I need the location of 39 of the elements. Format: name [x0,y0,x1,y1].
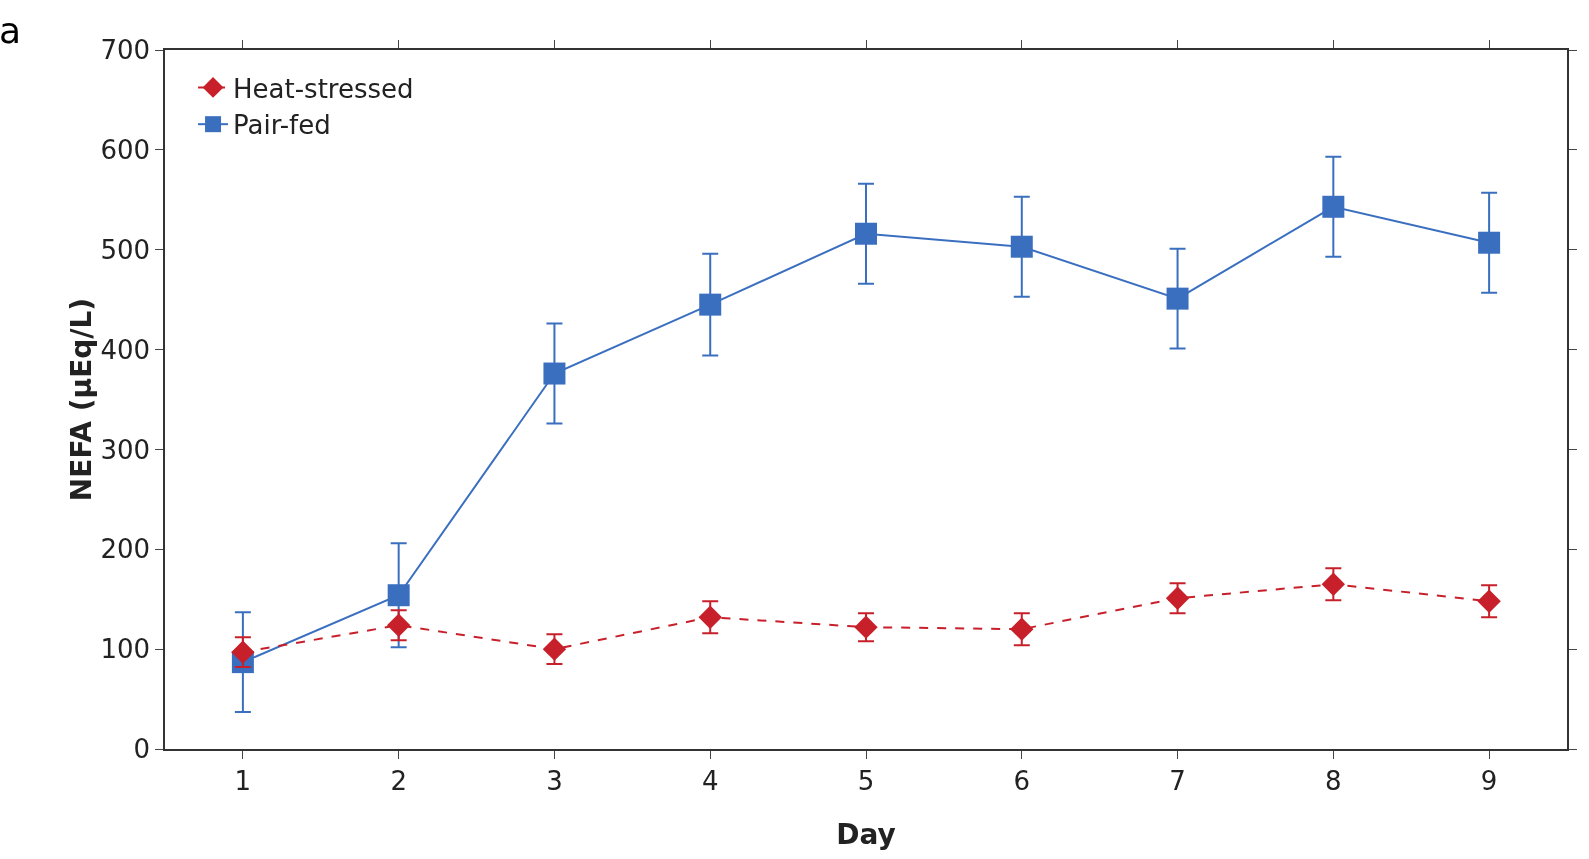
point [1322,195,1345,218]
y-tick-label: 0 [133,734,151,765]
legend-label: Pair-fed [233,110,331,141]
point [1010,235,1033,258]
point [231,640,255,664]
point [1165,586,1190,610]
point [1166,287,1189,310]
y-tick-label: 100 [100,634,151,665]
y-tick-label: 400 [100,334,151,365]
point [855,222,877,245]
point [387,584,410,607]
point [386,613,411,637]
x-tick-label: 6 [1013,765,1031,796]
y-axis-title: NEFA (µEq/L) [65,297,99,502]
y-tick-label: 200 [100,534,151,565]
point [1478,231,1501,254]
x-tick-label: 8 [1325,765,1342,796]
x-axis-title: Day [836,817,896,851]
x-tick-label: 3 [546,765,563,796]
point [1477,589,1501,613]
text: a [0,10,22,51]
x-tick-label: 7 [1169,765,1186,796]
point [542,637,567,661]
point [698,605,722,629]
point [854,615,878,639]
point [543,362,566,385]
x-tick-label: 9 [1480,765,1498,796]
y-tick-label: 600 [100,134,151,165]
y-tick-label: 300 [100,434,151,465]
y-tick-label: 500 [100,234,151,265]
point [699,293,722,316]
x-tick-label: 1 [234,765,252,796]
x-tick-label: 5 [857,765,875,796]
legend-label: Heat-stressed [233,73,414,104]
y-tick-label: 700 [100,35,151,66]
x-tick-label: 2 [390,765,407,796]
point [1321,572,1346,596]
x-tick-label: 4 [701,765,719,796]
point [1010,617,1034,641]
